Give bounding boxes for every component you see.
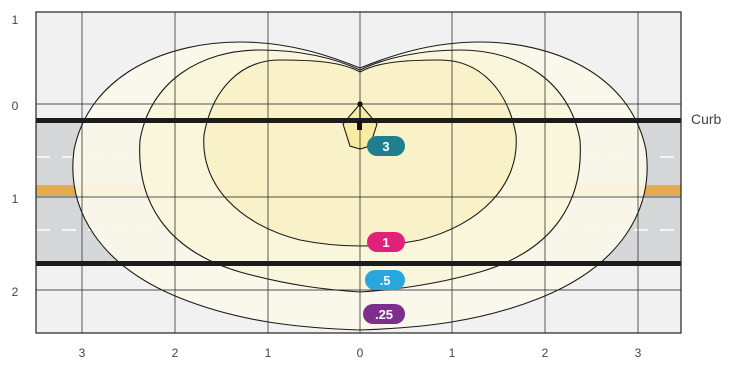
- svg-text:.5: .5: [380, 273, 391, 288]
- x-tick-label: 1: [449, 346, 456, 360]
- contour-1-line: [203, 59, 517, 247]
- x-tick-label: 3: [79, 346, 86, 360]
- x-tick-label: 2: [542, 346, 549, 360]
- x-tick-label: 2: [172, 346, 179, 360]
- curb-line-bottom: [36, 261, 681, 266]
- contour-label-025: .25: [363, 304, 405, 324]
- y-tick-label: 1: [12, 192, 19, 206]
- luminaire-head-icon: [357, 121, 362, 130]
- contour-05-line: [139, 49, 581, 293]
- x-tick-label: 1: [265, 346, 272, 360]
- contour-label-1: 1: [367, 232, 405, 252]
- contour-label-3: 3: [367, 136, 405, 156]
- svg-text:3: 3: [382, 139, 389, 154]
- y-tick-label: 0: [12, 99, 19, 113]
- x-tick-label: 3: [635, 346, 642, 360]
- contour-025-line: [72, 41, 648, 331]
- svg-text:1: 1: [382, 235, 389, 250]
- y-tick-label: 2: [12, 285, 19, 299]
- y-tick-label: 1: [12, 13, 19, 27]
- curb-label: Curb: [691, 111, 722, 127]
- diagram-frame: [35, 11, 682, 334]
- contour-label-05: .5: [365, 270, 405, 290]
- curb-line-top: [36, 118, 681, 123]
- contour-3-line: [342, 103, 378, 150]
- svg-text:.25: .25: [375, 307, 393, 322]
- x-tick-label: 0: [357, 346, 364, 360]
